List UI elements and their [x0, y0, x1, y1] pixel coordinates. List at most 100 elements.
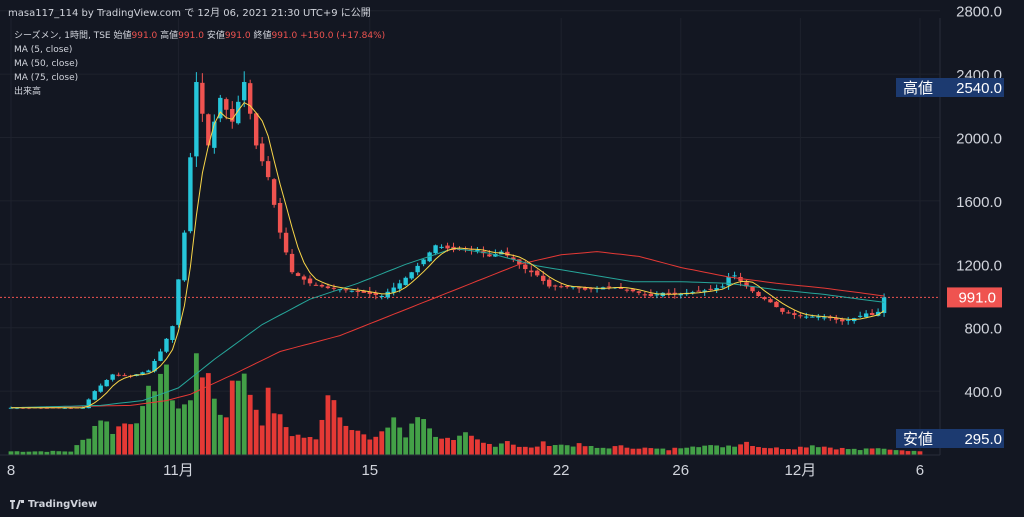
volume-bar [696, 447, 702, 455]
high-badge-value: 2540.0 [956, 80, 1002, 97]
low-badge [896, 429, 1004, 448]
x-tick-label: 22 [553, 462, 570, 479]
candle-body [325, 286, 331, 289]
volume-bar [421, 419, 427, 455]
y-tick-label: 1600.0 [956, 194, 1002, 211]
volume-bar [648, 448, 654, 455]
volume-bar [630, 448, 636, 455]
volume-bar [86, 438, 92, 455]
legend-ma75[interactable]: MA (75, close) [14, 73, 79, 83]
volume-bar [211, 398, 217, 455]
x-tick-label: 15 [361, 462, 378, 479]
candle-body [750, 286, 755, 292]
legend-volume[interactable]: 出来高 [14, 87, 42, 97]
candle-body [242, 82, 247, 101]
volume-bar [403, 437, 409, 455]
volume-bar [618, 445, 624, 455]
volume-bar [893, 450, 899, 455]
volume-bar [606, 448, 612, 455]
volume-bar [534, 446, 540, 455]
candle-body [445, 245, 450, 249]
candle-body [822, 317, 827, 319]
volume-bar [116, 426, 122, 455]
candle-body [146, 370, 151, 373]
volume-bar [8, 451, 14, 455]
volume-bar [624, 447, 630, 455]
volume-bar [277, 414, 283, 455]
high-label: 高値 [160, 31, 179, 41]
candle-body [170, 326, 175, 340]
candle-body [678, 293, 683, 296]
volume-bar [397, 427, 403, 455]
volume-bar [857, 450, 863, 455]
x-tick-label: 8 [7, 462, 15, 479]
candle-body [283, 232, 289, 253]
candle-body [618, 287, 624, 289]
volume-bar [750, 445, 755, 455]
volume-bar [50, 450, 56, 455]
x-tick-label: 6 [916, 462, 924, 479]
candle-body [44, 407, 50, 409]
candle-body [98, 385, 103, 392]
volume-bar [26, 451, 32, 455]
candle-body [194, 82, 199, 157]
volume-bar [313, 439, 319, 455]
volume-bar [379, 431, 385, 455]
volume-bar [510, 444, 516, 455]
last-price-badge [947, 287, 1002, 308]
volume-bar [917, 451, 923, 455]
volume-bar [875, 448, 881, 455]
volume-bar [170, 400, 175, 455]
candle-body [768, 299, 773, 303]
candle-body [367, 291, 372, 294]
candle-body [248, 83, 253, 114]
volume-bar [463, 432, 468, 455]
candle-body [301, 276, 307, 280]
volume-bar [152, 391, 157, 455]
volume-bar [582, 446, 588, 455]
candle-body [409, 272, 414, 279]
tradingview-logo-icon [10, 500, 24, 509]
candle-body [780, 308, 785, 312]
candle-body [277, 202, 283, 233]
candle-body [385, 291, 390, 298]
candle-body [200, 82, 205, 114]
candle-body [487, 254, 492, 257]
candle-body [624, 289, 630, 291]
y-tick-label: 800.0 [964, 321, 1002, 338]
candle-body [576, 287, 582, 289]
volume-bar [355, 430, 361, 455]
volume-bar [762, 447, 767, 455]
volume-bar [146, 385, 151, 455]
candle-body [361, 290, 367, 293]
volume-bar [98, 420, 104, 455]
candle-body [182, 232, 187, 281]
x-tick-label: 12月 [785, 462, 817, 479]
high-badge-label: 高値 [903, 80, 933, 97]
volume-bar [158, 373, 163, 455]
candle-body [552, 285, 558, 287]
volume-bar [803, 447, 809, 455]
tradingview-footer[interactable]: TradingView [10, 499, 97, 510]
volume-bar [427, 428, 432, 455]
candle-body [708, 288, 713, 290]
symbol-name[interactable]: シーズメン, 1時間, TSE [14, 31, 111, 41]
y-tick-label: 2000.0 [956, 131, 1002, 148]
candle-body [564, 286, 570, 288]
volume-bar [546, 446, 552, 455]
last-price-value: 991.0 [958, 289, 996, 306]
legend-ma50[interactable]: MA (50, close) [14, 59, 79, 69]
candle-body [702, 290, 707, 292]
volume-bar [738, 444, 743, 455]
volume-bar [361, 434, 367, 455]
volume-bar [122, 423, 128, 455]
publish-info: masa117_114 by TradingView.com で 12月 06,… [8, 8, 371, 19]
candle-body [762, 297, 767, 300]
candle-body [834, 317, 839, 320]
legend-ma5[interactable]: MA (5, close) [14, 45, 73, 55]
candle-body [403, 277, 408, 286]
volume-bar [564, 445, 570, 455]
volume-bar [672, 447, 678, 455]
candle-body [271, 179, 277, 205]
